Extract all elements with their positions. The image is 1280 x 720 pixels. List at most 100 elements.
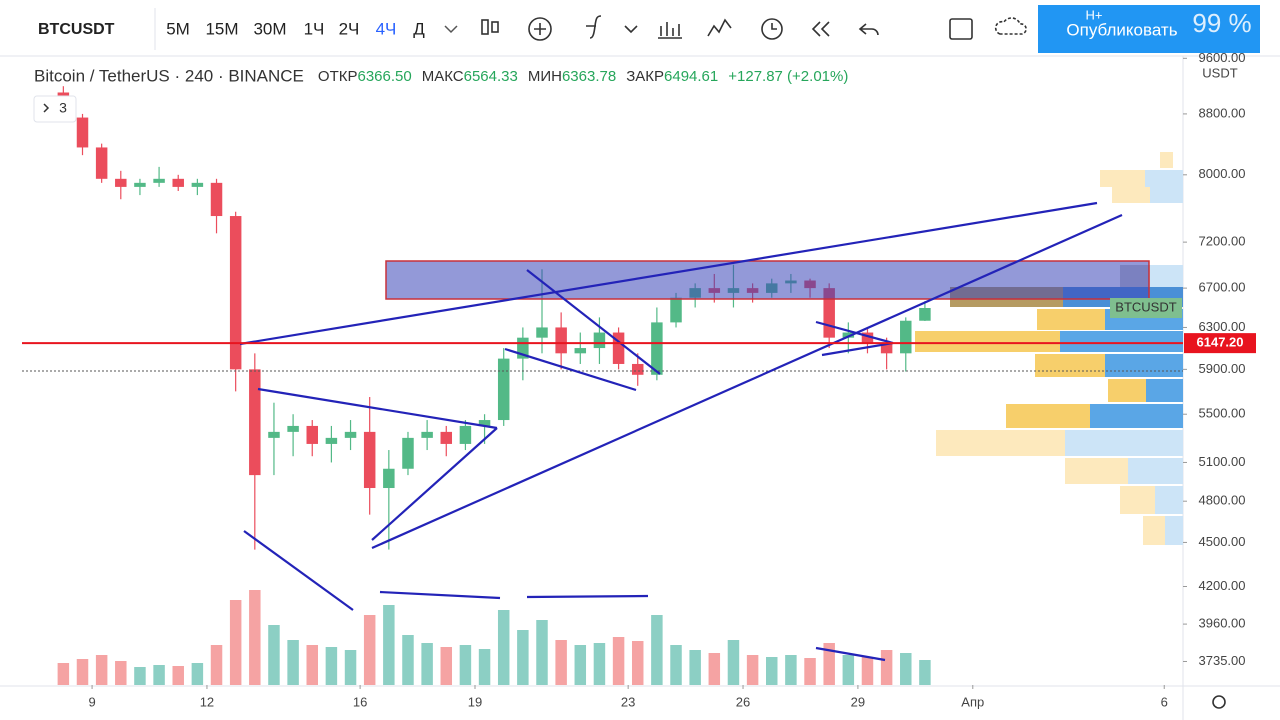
volume-bar xyxy=(134,667,146,685)
legend-value: 6494.61 xyxy=(664,68,718,85)
symbol-tag-label: BTCUSDT xyxy=(1115,299,1176,314)
candle-body xyxy=(306,425,318,444)
y-tick-label: 8800.00 xyxy=(1199,105,1246,120)
volume-bar xyxy=(555,640,567,685)
volume-bar xyxy=(229,600,242,685)
volume-bar xyxy=(210,645,223,685)
candle-body xyxy=(842,332,855,338)
candle-body xyxy=(421,431,433,438)
y-tick-label: 6300.00 xyxy=(1199,319,1246,334)
publish-button[interactable] xyxy=(1038,5,1260,53)
x-tick-label: 29 xyxy=(851,694,865,709)
symbol[interactable]: BTCUSDT xyxy=(38,21,115,38)
settings-icon[interactable] xyxy=(1212,695,1226,709)
legend-label: МИН xyxy=(528,68,562,85)
interval[interactable]: 30M xyxy=(253,19,286,38)
trend-lines[interactable] xyxy=(239,201,1123,662)
candle-body xyxy=(383,468,395,489)
volume-bar xyxy=(536,620,548,685)
volume-bar xyxy=(517,630,529,685)
volume-bar xyxy=(727,640,740,685)
resistance-zone[interactable] xyxy=(385,260,1150,300)
candle-body xyxy=(172,178,184,187)
interval[interactable]: 15M xyxy=(205,19,238,38)
volume-bar xyxy=(689,650,701,685)
legend-label: ОТКР xyxy=(318,68,358,85)
candle-body xyxy=(344,431,357,438)
interval[interactable]: 1Ч xyxy=(304,19,325,38)
y-tick-label: 7200.00 xyxy=(1199,234,1246,249)
volume-bar xyxy=(612,637,625,685)
interval-group: 5M 15M 30M 1Ч 2Ч 4Ч Д xyxy=(166,19,425,38)
candle-body xyxy=(229,216,242,370)
volume-bar xyxy=(478,649,491,685)
volume-bar xyxy=(402,635,414,685)
candle-body xyxy=(823,288,835,338)
y-tick-label: 4800.00 xyxy=(1199,493,1246,508)
volume-bar xyxy=(115,661,127,685)
publish-label[interactable]: Опубликовать xyxy=(1066,20,1177,39)
symbol-tag xyxy=(1110,298,1182,319)
candle-body xyxy=(76,117,89,148)
legend-value: 6366.50 xyxy=(357,68,411,85)
volume-bar xyxy=(651,615,663,685)
x-tick-label: 12 xyxy=(200,694,214,709)
volume-bar xyxy=(842,655,855,685)
volume-bar xyxy=(804,658,816,685)
price-line-label: 6147.20 xyxy=(1197,335,1244,350)
volume-bar xyxy=(708,653,721,685)
volume-bar xyxy=(574,645,587,685)
candle-body xyxy=(555,327,567,354)
x-tick-label: 26 xyxy=(736,694,750,709)
volume-bar xyxy=(900,653,912,685)
legend-label: ЗАКР xyxy=(626,68,664,85)
candle-body xyxy=(593,332,606,349)
y-tick-label: 5500.00 xyxy=(1199,406,1246,421)
candle-body xyxy=(287,425,299,432)
interval[interactable]: 2Ч xyxy=(339,19,360,38)
volume-bar xyxy=(153,665,165,685)
volume-bar xyxy=(440,647,453,685)
y-tick-label: 4200.00 xyxy=(1199,578,1246,593)
candle-body xyxy=(191,182,204,187)
candle-body xyxy=(134,182,146,187)
legend-change: +127.87 (+2.01%) xyxy=(728,68,848,85)
candle-body xyxy=(497,358,510,421)
candle-body xyxy=(153,178,165,183)
volume-bar xyxy=(76,659,89,685)
volume-bar xyxy=(268,625,280,685)
overlay-layer: 6147.20 BTCUSDT xyxy=(22,298,1256,354)
candle-body xyxy=(459,425,472,444)
volume-bar xyxy=(287,640,299,685)
candle-body xyxy=(612,332,625,364)
y-tick-label: 6700.00 xyxy=(1199,280,1246,295)
badge: H+ xyxy=(1086,7,1103,22)
candle-body xyxy=(536,327,548,338)
volume-layer xyxy=(57,590,931,685)
collapse-button[interactable] xyxy=(33,95,77,123)
y-tick-label: 4500.00 xyxy=(1199,534,1246,549)
candle-body xyxy=(268,431,280,438)
legend-label: МАКС xyxy=(422,68,464,85)
volume-bar xyxy=(593,643,606,685)
volume-bar xyxy=(421,643,433,685)
interval[interactable]: 5M xyxy=(166,19,190,38)
dropdown[interactable] xyxy=(444,25,458,34)
x-tick-label: 6 xyxy=(1161,694,1168,709)
legend: Bitcoin / TetherUS · 240 · BINANCE ОТКР 6… xyxy=(34,66,848,85)
volume-bar xyxy=(383,605,395,685)
candle-body xyxy=(249,369,261,476)
volume-bar xyxy=(670,645,682,685)
currency: USDT xyxy=(1202,65,1237,80)
y-tick-label: 3960.00 xyxy=(1199,616,1246,631)
candle-body xyxy=(651,322,663,375)
price-line-tag xyxy=(1184,333,1256,354)
candle-body xyxy=(210,182,223,217)
volume-bar xyxy=(631,641,644,685)
y-tick-label: 9600.00 xyxy=(1199,50,1246,65)
volume-bar xyxy=(919,660,931,685)
interval[interactable]: Д xyxy=(413,19,425,38)
interval[interactable]: 4Ч xyxy=(376,19,397,38)
y-tick-label: 3735.00 xyxy=(1199,653,1246,668)
